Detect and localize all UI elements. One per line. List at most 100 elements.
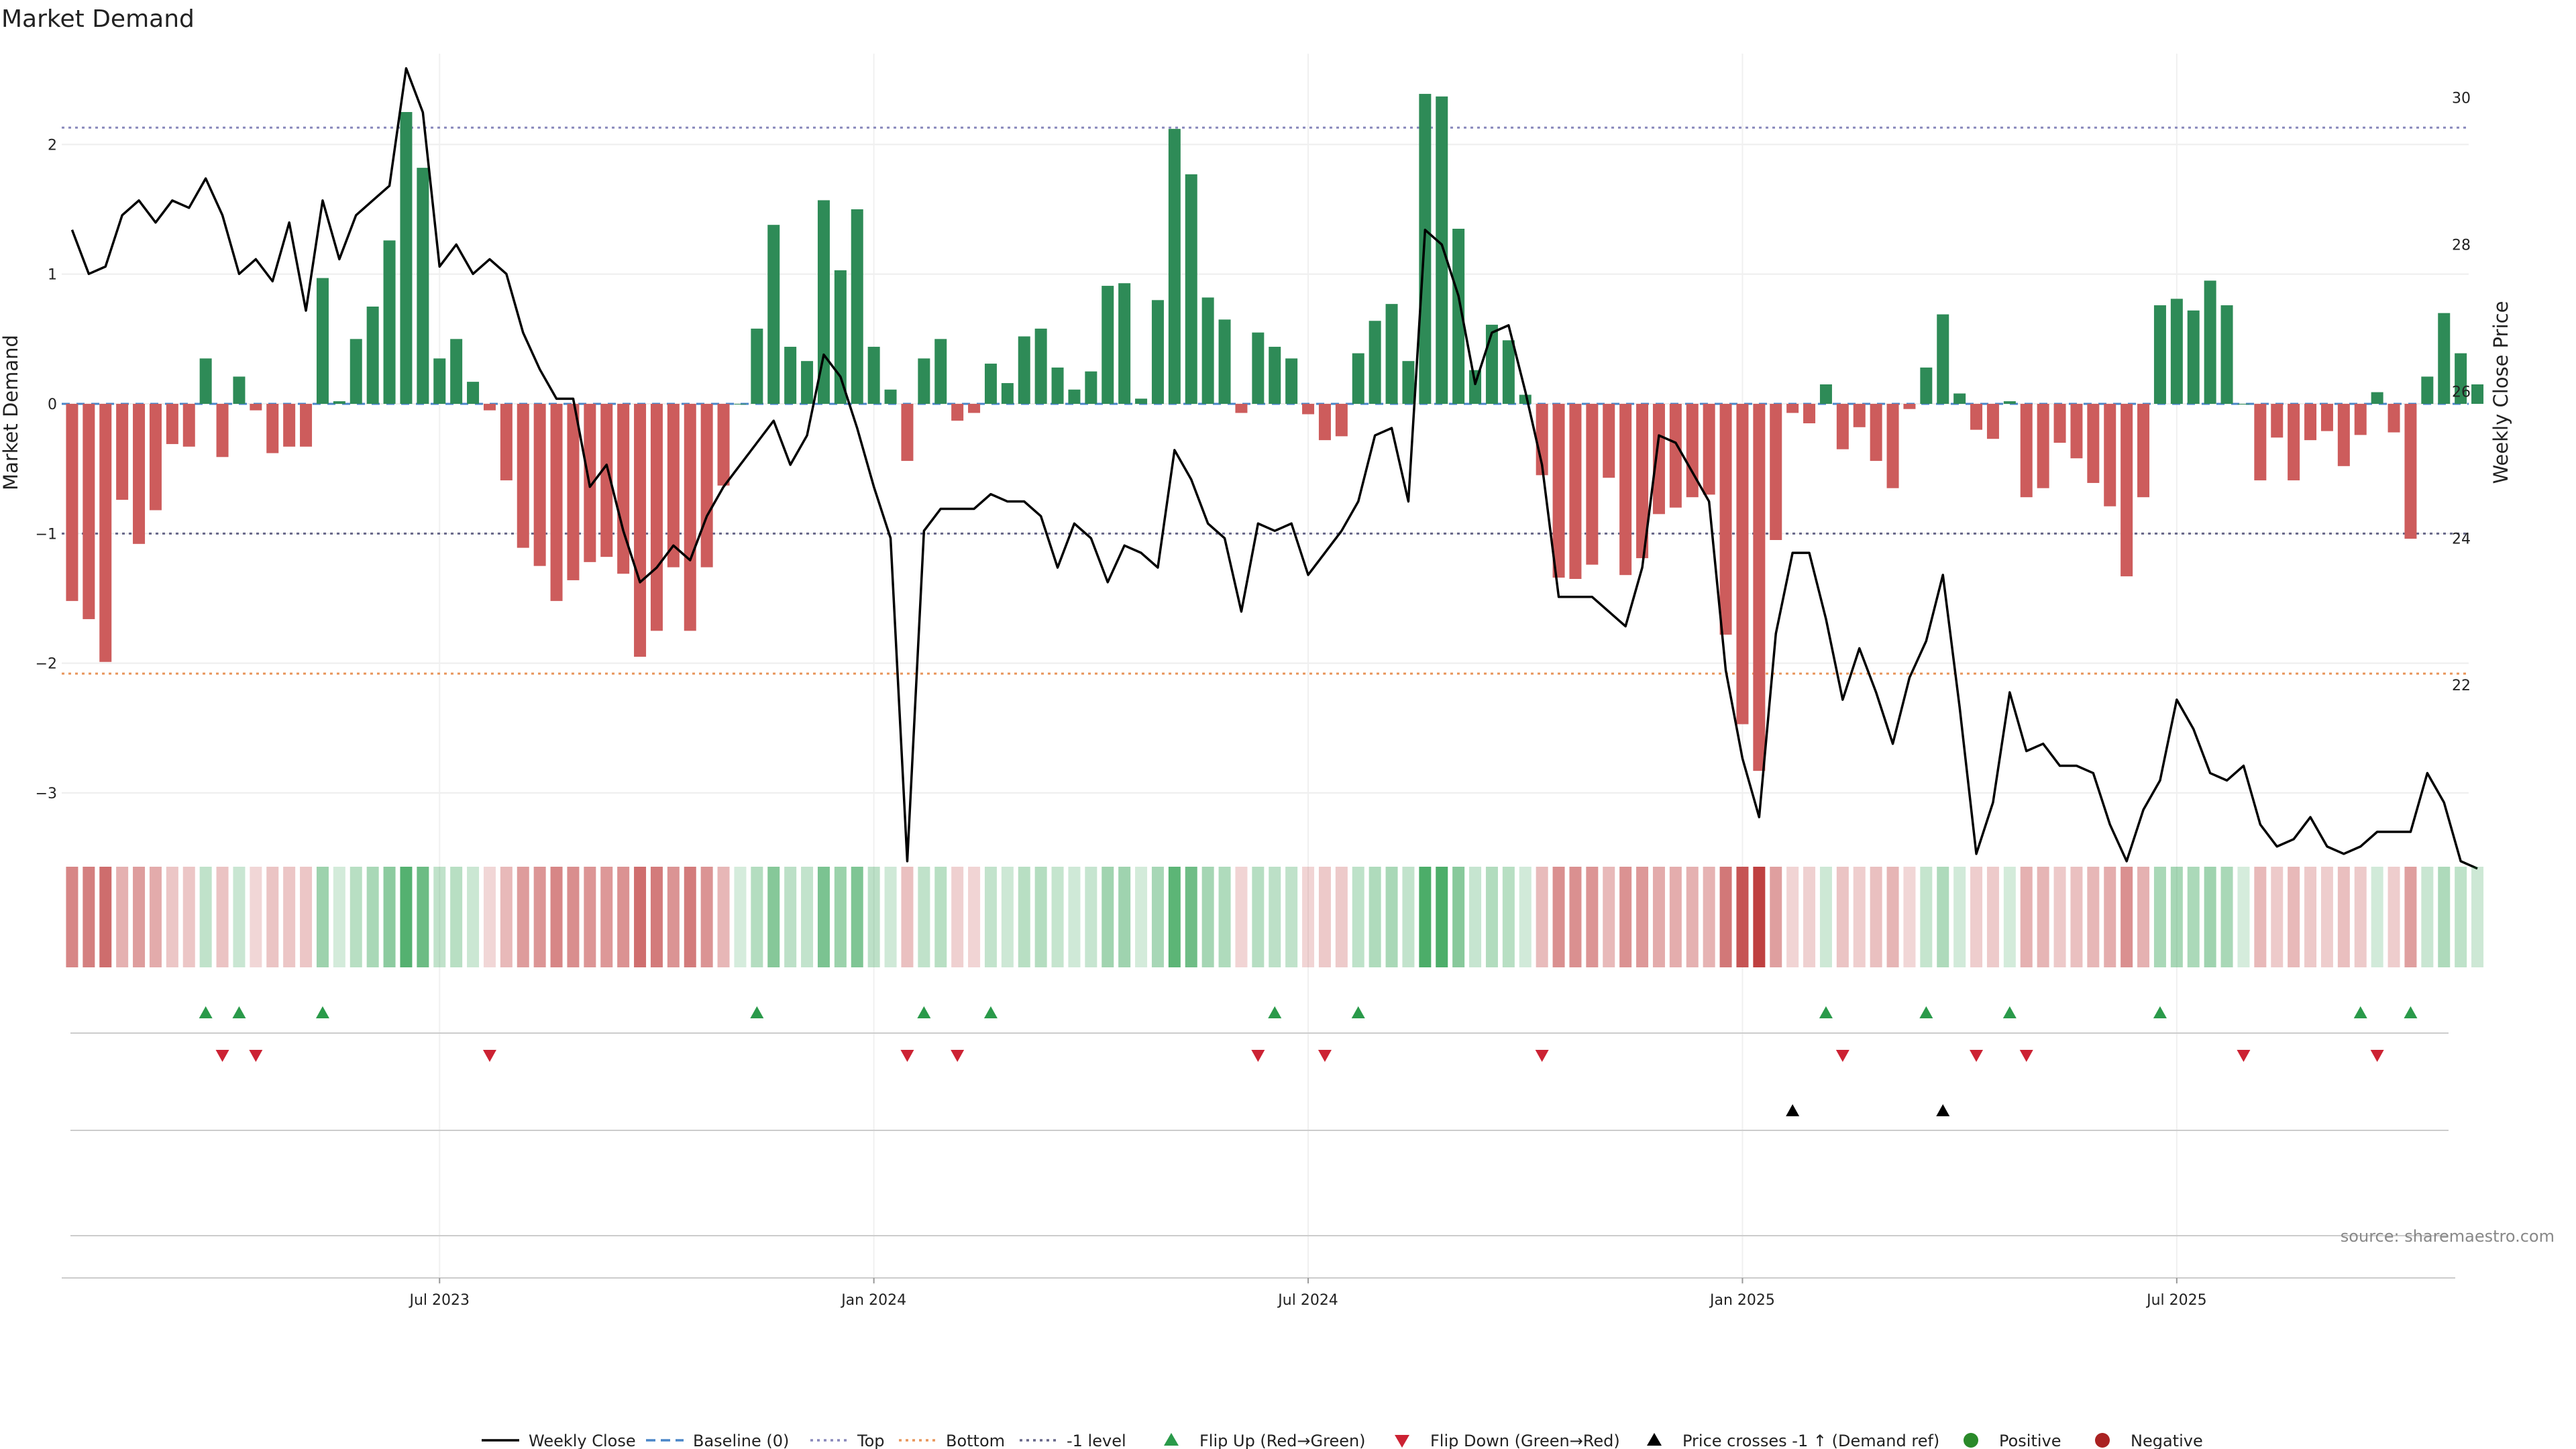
demand-bar xyxy=(617,404,630,574)
demand-bar xyxy=(182,404,195,447)
legend-label: Bottom xyxy=(946,1432,1005,1449)
heat-cell xyxy=(2320,867,2333,967)
heat-cell xyxy=(216,867,229,967)
heat-cell xyxy=(333,867,345,967)
y2-axis-label: Weekly Close Price xyxy=(2489,301,2512,484)
heat-cell xyxy=(366,867,379,967)
heat-cell xyxy=(517,867,529,967)
heat-cell xyxy=(2053,867,2066,967)
demand-bar xyxy=(1335,404,1348,437)
demand-bar xyxy=(1368,321,1381,404)
demand-bar xyxy=(2070,404,2083,459)
demand-bar xyxy=(1552,404,1565,578)
heat-cell xyxy=(2471,867,2484,967)
demand-bar xyxy=(99,404,112,662)
heat-cell xyxy=(1786,867,1799,967)
demand-bar xyxy=(1836,404,1849,449)
demand-bar xyxy=(1452,229,1465,404)
heat-cell xyxy=(1819,867,1832,967)
heat-cell xyxy=(600,867,613,967)
demand-bar xyxy=(1937,314,1949,404)
demand-bar xyxy=(2020,404,2033,498)
heat-cell xyxy=(1402,867,1415,967)
demand-bar xyxy=(2354,404,2367,435)
demand-bars xyxy=(66,93,2484,771)
demand-bar xyxy=(684,404,696,631)
heat-cell xyxy=(1736,867,1749,967)
demand-bar xyxy=(300,404,313,447)
heat-cell xyxy=(1235,867,1248,967)
demand-bar xyxy=(2387,404,2400,433)
flip-up-marker xyxy=(917,1006,931,1018)
y2-tick-label: 24 xyxy=(2452,531,2471,547)
heat-cell xyxy=(1285,867,1298,967)
demand-bar xyxy=(450,339,463,404)
heat-cell xyxy=(400,867,413,967)
heat-cell xyxy=(767,867,780,967)
demand-bar xyxy=(1753,404,1766,771)
demand-bar xyxy=(1652,404,1665,515)
flip-up-marker xyxy=(983,1006,998,1018)
demand-bar xyxy=(1736,404,1749,724)
heat-cell xyxy=(634,867,647,967)
demand-bar xyxy=(667,404,680,568)
flip-up-marker xyxy=(1351,1006,1365,1018)
heat-cell xyxy=(2438,867,2451,967)
heat-cell xyxy=(1335,867,1348,967)
x-axis-ticks: Jul 2023 Jan 2024 Jul 2024 Jan 2025 Jul 2025 xyxy=(408,1278,2207,1309)
demand-bar xyxy=(116,404,129,500)
demand-bar xyxy=(2471,384,2484,404)
chart-title: Market Demand xyxy=(1,5,195,33)
heat-cell xyxy=(83,867,95,967)
demand-bar xyxy=(2455,353,2467,404)
demand-bar xyxy=(550,404,563,601)
demand-bar xyxy=(66,404,78,601)
demand-bar xyxy=(533,404,546,566)
heat-cell xyxy=(2421,867,2434,967)
heat-cell xyxy=(1485,867,1498,967)
flip-down-marker xyxy=(1535,1050,1549,1062)
demand-bar xyxy=(1235,404,1248,413)
legend-label: Baseline (0) xyxy=(693,1432,789,1449)
x-tick-label: Jul 2025 xyxy=(2145,1292,2207,1309)
heat-cell xyxy=(316,867,329,967)
flip-up-marker xyxy=(199,1006,213,1018)
demand-bar xyxy=(867,346,880,404)
heat-cell xyxy=(66,867,78,967)
x-tick-label: Jul 2023 xyxy=(408,1292,470,1309)
heat-cell xyxy=(2137,867,2150,967)
demand-bar xyxy=(1001,383,1014,404)
demand-bar xyxy=(2254,404,2267,481)
heat-cell xyxy=(2153,867,2166,967)
heat-cell xyxy=(1051,867,1064,967)
demand-bar xyxy=(901,404,914,462)
heat-cell xyxy=(2003,867,2016,967)
legend-label: Flip Up (Red→Green) xyxy=(1199,1432,1366,1449)
heat-cell xyxy=(1034,867,1047,967)
flip-up-marker xyxy=(750,1006,764,1018)
flip-down-marker xyxy=(1970,1050,1984,1062)
demand-bar xyxy=(250,404,262,411)
flip-down-marker xyxy=(482,1050,496,1062)
heat-cell xyxy=(1201,867,1214,967)
demand-bar xyxy=(366,307,379,404)
y-tick-label: −3 xyxy=(36,786,57,802)
demand-bar xyxy=(2170,299,2183,404)
heat-cell xyxy=(1168,867,1181,967)
heat-cell xyxy=(2354,867,2367,967)
demand-bar xyxy=(700,404,713,568)
demand-bar xyxy=(2337,404,2350,466)
demand-bar xyxy=(216,404,229,458)
y-tick-label: 1 xyxy=(48,267,57,284)
demand-bar xyxy=(233,376,246,404)
legend-swatch xyxy=(1647,1433,1662,1446)
heat-cell xyxy=(734,867,747,967)
demand-bar xyxy=(1218,319,1231,404)
heat-cell xyxy=(133,867,146,967)
demand-bar xyxy=(1118,283,1131,404)
y-axis-ticks: −3 −2 −1 0 1 2 xyxy=(36,137,57,802)
heat-cell xyxy=(1536,867,1548,967)
heat-cell xyxy=(2304,867,2317,967)
heat-cell xyxy=(951,867,964,967)
